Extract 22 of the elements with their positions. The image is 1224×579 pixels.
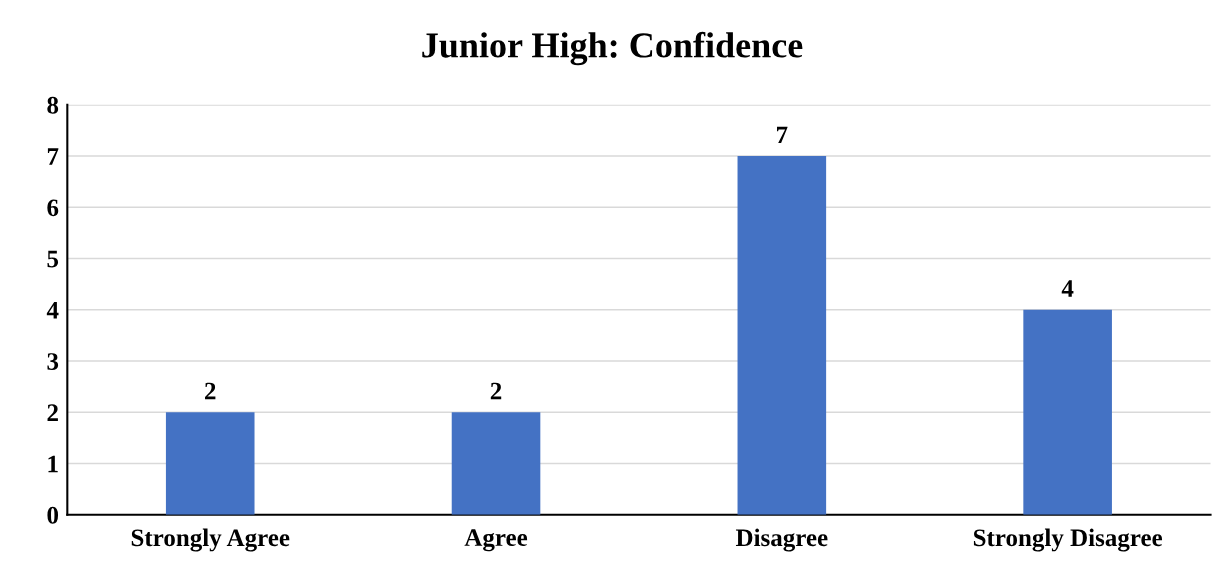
y-tick-label: 5 (47, 250, 59, 268)
y-tick-label: 6 (47, 199, 59, 217)
y-tick-label: 2 (47, 404, 58, 421)
chart-title: Junior High: Confidence (422, 31, 803, 66)
bar (737, 156, 827, 515)
data-label: 2 (205, 382, 216, 400)
x-tick-label: Strongly Agree (131, 528, 290, 552)
data-label: 2 (490, 382, 502, 400)
bar (451, 412, 541, 515)
y-tick-label: 3 (47, 353, 59, 370)
y-tick-label: 8 (47, 96, 59, 114)
data-label: 7 (777, 126, 788, 144)
x-tick-label: Disagree (735, 528, 828, 552)
data-label: 4 (1061, 280, 1074, 297)
y-tick-label: 7 (47, 148, 59, 165)
bar (1023, 309, 1112, 515)
x-tick-label: Agree (464, 529, 528, 552)
y-tick-label: 0 (47, 506, 59, 524)
x-tick-label: Strongly Disagree (973, 528, 1163, 552)
bar (165, 412, 255, 515)
y-tick-label: 1 (48, 455, 58, 473)
y-tick-label: 4 (46, 301, 59, 319)
